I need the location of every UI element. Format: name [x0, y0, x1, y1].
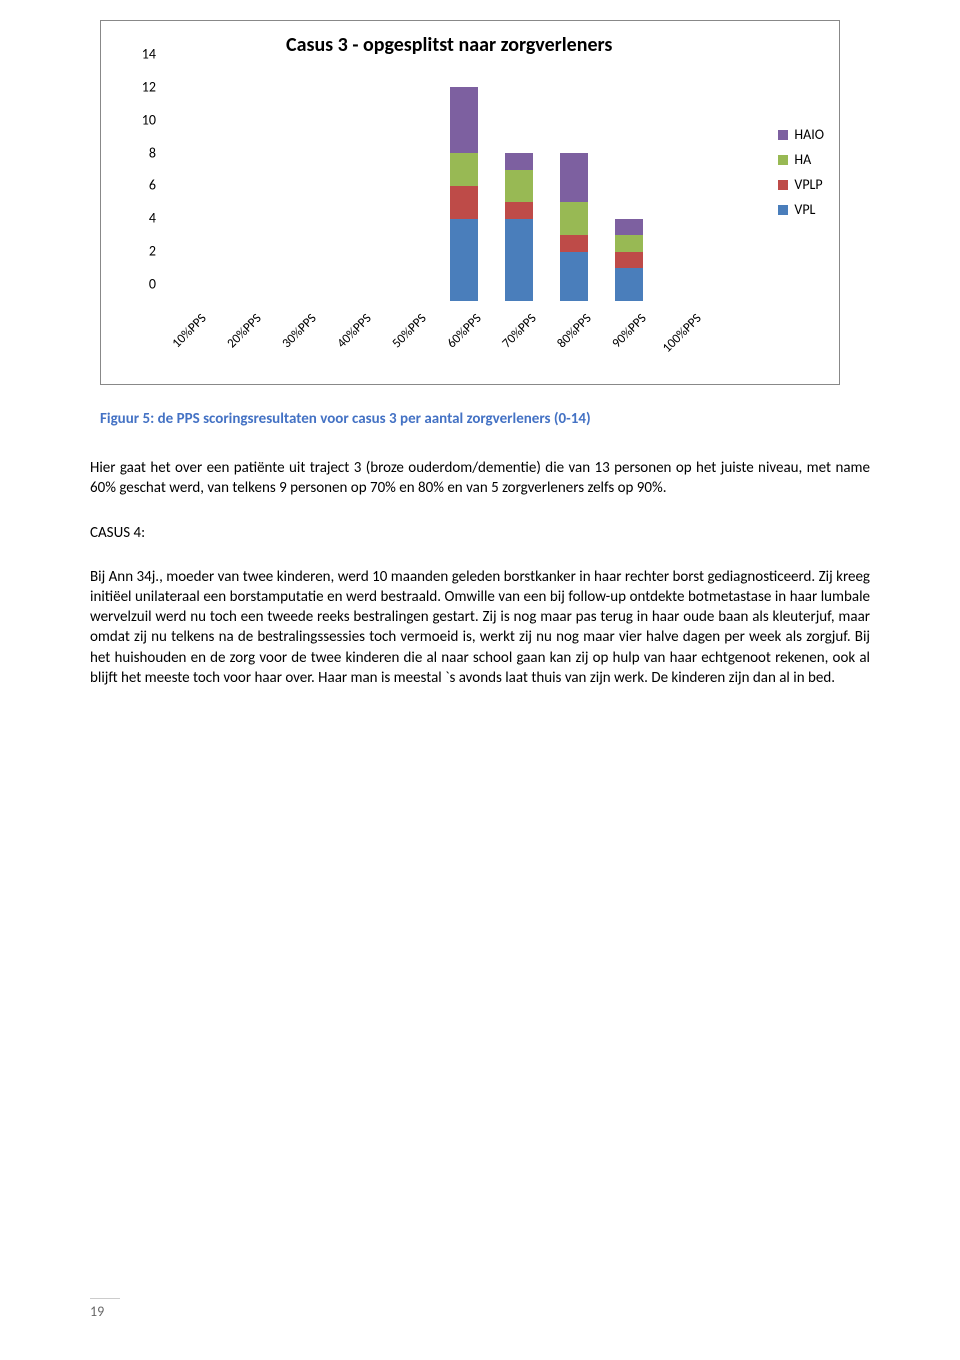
x-tick-label: 10%PPS: [156, 311, 209, 364]
y-tick: 6: [126, 177, 156, 194]
x-tick-label: 40%PPS: [321, 311, 374, 364]
legend-item: HA: [778, 151, 824, 168]
bar-group: [505, 153, 533, 301]
bar-segment: [560, 202, 588, 235]
paragraph-casus4: Bij Ann 34j., moeder van twee kinderen, …: [90, 567, 870, 689]
x-axis: 10%PPS20%PPS30%PPS40%PPS50%PPS60%PPS70%P…: [161, 303, 711, 373]
bar-group: [450, 87, 478, 301]
bar-segment: [505, 153, 533, 169]
y-tick: 14: [126, 46, 156, 63]
bar-segment: [505, 202, 533, 218]
y-tick: 4: [126, 210, 156, 227]
chart-title: Casus 3 - opgesplitst naar zorgverleners: [286, 33, 612, 57]
legend-label: HA: [794, 151, 811, 168]
x-tick-label: 100%PPS: [651, 311, 704, 364]
bar-segment: [560, 153, 588, 202]
x-tick-label: 60%PPS: [431, 311, 484, 364]
figure-caption: Figuur 5: de PPS scoringsresultaten voor…: [100, 410, 870, 428]
bar-segment: [450, 87, 478, 153]
paragraph-intro: Hier gaat het over een patiënte uit traj…: [90, 458, 870, 499]
bar-segment: [505, 219, 533, 301]
legend-swatch-icon: [778, 155, 788, 165]
x-tick-label: 30%PPS: [266, 311, 319, 364]
bar-group: [560, 153, 588, 301]
legend-item: VPL: [778, 201, 824, 218]
bar-segment: [615, 252, 643, 268]
legend-label: HAIO: [794, 126, 824, 143]
legend-item: HAIO: [778, 126, 824, 143]
bar-segment: [615, 235, 643, 251]
legend-item: VPLP: [778, 176, 824, 193]
x-tick-label: 70%PPS: [486, 311, 539, 364]
bar-segment: [615, 219, 643, 235]
legend-label: VPL: [794, 201, 815, 218]
y-tick: 0: [126, 276, 156, 293]
bar-segment: [450, 153, 478, 186]
chart-legend: HAIO HA VPLP VPL: [778, 126, 824, 226]
bar-segment: [450, 186, 478, 219]
x-tick-label: 50%PPS: [376, 311, 429, 364]
x-tick-label: 90%PPS: [596, 311, 649, 364]
legend-swatch-icon: [778, 205, 788, 215]
chart-container: Casus 3 - opgesplitst naar zorgverleners…: [100, 20, 840, 385]
y-tick: 2: [126, 243, 156, 260]
plot-area: [161, 71, 711, 301]
x-tick-label: 20%PPS: [211, 311, 264, 364]
bar-segment: [560, 235, 588, 251]
casus-heading: CASUS 4:: [90, 524, 870, 542]
legend-swatch-icon: [778, 180, 788, 190]
bar-segment: [505, 170, 533, 203]
x-tick-label: 80%PPS: [541, 311, 594, 364]
bar-segment: [615, 268, 643, 301]
y-tick: 10: [126, 111, 156, 128]
page-number: 19: [90, 1298, 120, 1320]
legend-swatch-icon: [778, 130, 788, 140]
y-tick: 8: [126, 144, 156, 161]
bar-group: [615, 219, 643, 301]
bar-segment: [450, 219, 478, 301]
legend-label: VPLP: [794, 176, 822, 193]
y-tick: 12: [126, 78, 156, 95]
bar-segment: [560, 252, 588, 301]
y-axis: 0 2 4 6 8 10 12 14: [126, 71, 161, 301]
